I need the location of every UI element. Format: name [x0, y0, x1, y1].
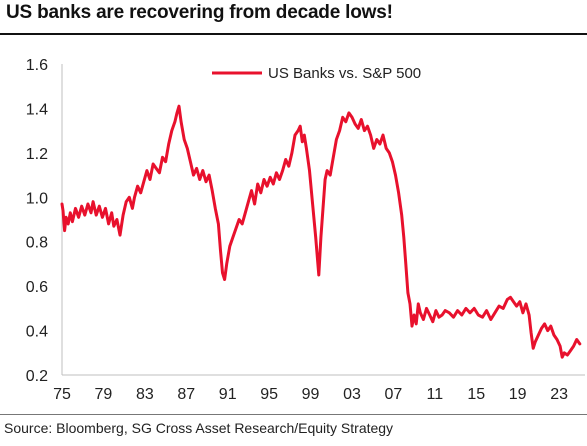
x-tick-label: 11 — [427, 386, 444, 403]
x-axis-ticks: 75 79 83 87 91 95 99 03 07 11 15 19 23 — [53, 386, 568, 403]
x-tick-label: 83 — [136, 386, 154, 403]
y-tick-label: 1.2 — [26, 146, 48, 163]
y-tick-label: 1.6 — [26, 57, 48, 74]
y-tick-label: 0.8 — [26, 235, 48, 252]
y-tick-label: 1.0 — [26, 190, 48, 207]
x-tick-label: 07 — [385, 386, 403, 403]
y-tick-label: 0.6 — [26, 279, 48, 296]
x-tick-label: 23 — [550, 386, 568, 403]
title-rule — [0, 33, 587, 35]
line-chart: 0.2 0.4 0.6 0.8 1.0 1.2 1.4 1.6 75 79 83 87 91 95 99 0… — [26, 57, 585, 403]
y-axis-ticks: 0.2 0.4 0.6 0.8 1.0 1.2 1.4 1.6 — [26, 57, 48, 385]
x-tick-label: 91 — [219, 386, 237, 403]
x-tick-label: 87 — [177, 386, 195, 403]
source-rule — [0, 414, 587, 415]
x-tick-label: 79 — [95, 386, 113, 403]
source-note: Source: Bloomberg, SG Cross Asset Resear… — [4, 420, 394, 436]
x-tick-label: 99 — [302, 386, 320, 403]
series-line-us-banks-vs-sp500 — [60, 104, 582, 359]
y-tick-label: 0.4 — [26, 324, 48, 341]
x-tick-label: 03 — [343, 386, 361, 403]
legend: US Banks vs. S&P 500 — [212, 65, 421, 82]
chart-title: US banks are recovering from decade lows… — [6, 2, 393, 23]
x-tick-label: 19 — [509, 386, 527, 403]
x-tick-label: 95 — [260, 386, 278, 403]
legend-label-us-banks-vs-sp500: US Banks vs. S&P 500 — [268, 65, 421, 82]
y-tick-label: 0.2 — [26, 368, 48, 385]
y-tick-label: 1.4 — [26, 101, 48, 118]
x-tick-label: 75 — [53, 386, 71, 403]
x-tick-label: 15 — [467, 386, 485, 403]
